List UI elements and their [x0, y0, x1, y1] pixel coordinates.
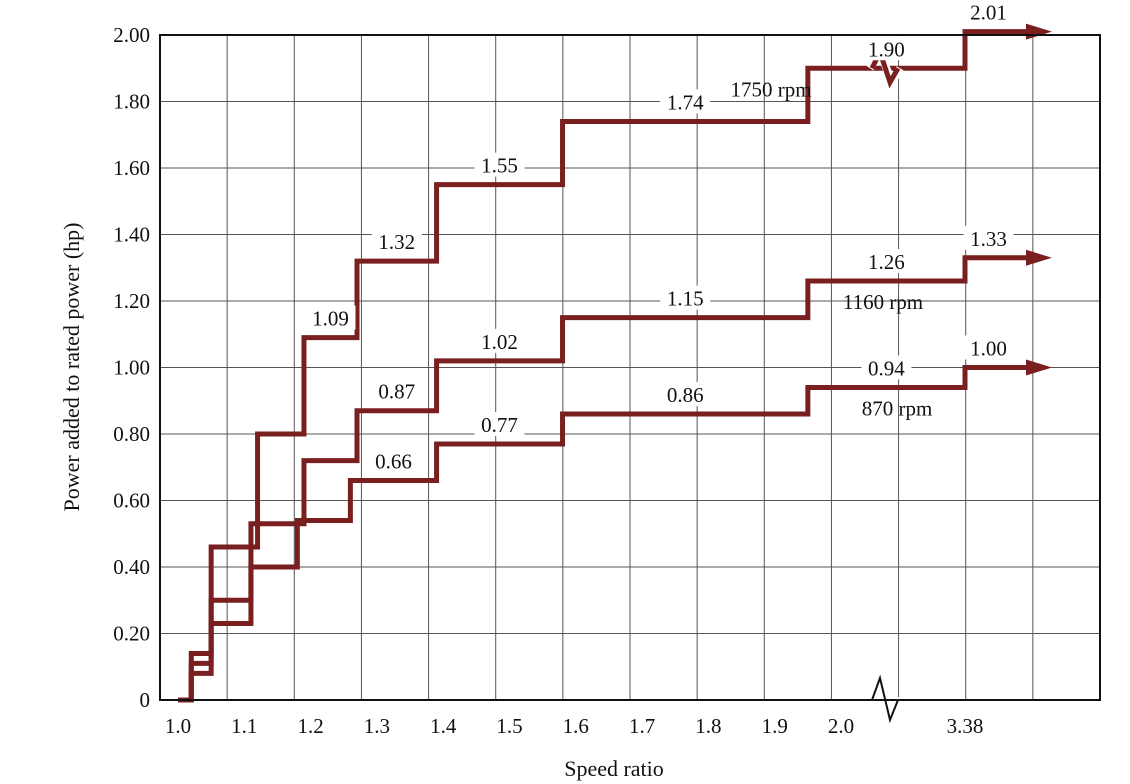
data-label: 1.74	[667, 90, 704, 114]
x-tick-label: 1.7	[629, 714, 655, 738]
series-name-label: 1160 rpm	[843, 290, 923, 314]
data-label: 1.09	[312, 307, 349, 331]
y-tick-label: 1.40	[113, 223, 150, 247]
y-tick-label: 1.60	[113, 156, 150, 180]
data-label: 1.26	[868, 250, 905, 274]
series-name-label: 1750 rpm	[730, 77, 811, 101]
y-tick-label: 0.40	[113, 555, 150, 579]
x-tick-label: 1.6	[563, 714, 589, 738]
series-name-label: 870 rpm	[862, 396, 933, 420]
x-tick-label: 1.2	[297, 714, 323, 738]
series-line-870-rpm	[178, 365, 1032, 703]
data-label-bg	[371, 229, 422, 254]
data-label-bg	[305, 305, 356, 330]
y-tick-label: 0.80	[113, 422, 150, 446]
data-label: 0.87	[378, 380, 415, 404]
data-label: 1.32	[378, 230, 415, 254]
data-label: 0.94	[868, 356, 905, 380]
x-tick-label: 1.5	[496, 714, 522, 738]
data-label-bg	[660, 382, 711, 407]
data-label: 0.66	[375, 450, 412, 474]
x-tick-label: 1.1	[231, 714, 257, 738]
data-label-bg	[861, 355, 912, 380]
arrowhead	[1026, 249, 1052, 266]
tick-labels: 0 0.20 0.40 0.60 0.80 1.00 1.20 1.40 1.60 1.80 2.0…	[113, 23, 983, 738]
y-tick-label: 2.00	[113, 23, 150, 47]
y-tick-label: 1.20	[113, 289, 150, 313]
data-label: 2.01	[970, 1, 1007, 25]
x-tick-label: 1.3	[364, 714, 390, 738]
data-label-bg	[368, 448, 419, 473]
data-label-bg	[660, 89, 711, 114]
x-tick-label: 1.0	[165, 714, 191, 738]
y-axis-title: Power added to rated power (hp)	[59, 223, 84, 512]
y-tick-label: 0.60	[113, 489, 150, 513]
y-tick-label: 0.20	[113, 622, 150, 646]
x-axis-title: Speed ratio	[564, 756, 664, 781]
data-label: 1.55	[481, 154, 518, 178]
data-label-bg	[861, 249, 912, 274]
y-tick-label: 1.00	[113, 356, 150, 380]
data-label-bg	[963, 225, 1014, 250]
data-label-bg	[861, 36, 912, 61]
data-labels: 1.09 1.32 1.55 1.74 1.90 2.01 1750 rpm 0.87 1.02…	[305, 0, 1014, 474]
series-layer	[178, 23, 1052, 703]
data-label: 1.33	[970, 227, 1007, 251]
data-label: 1.02	[481, 330, 518, 354]
data-label: 1.15	[667, 287, 704, 311]
data-label-bg	[474, 328, 525, 353]
data-label-bg	[660, 285, 711, 310]
x-tick-label: 1.9	[762, 714, 788, 738]
x-tick-label: 2.0	[828, 714, 854, 738]
data-label-bg	[474, 411, 525, 436]
data-label-bg	[474, 152, 525, 177]
data-label: 0.77	[481, 413, 518, 437]
y-tick-label: 1.80	[113, 90, 150, 114]
data-label-bg	[963, 335, 1014, 360]
data-label: 1.90	[868, 37, 905, 61]
x-tick-label: 3.38	[947, 714, 984, 738]
data-label-bg	[963, 0, 1014, 24]
data-label-bg	[371, 378, 422, 403]
arrowhead	[1026, 23, 1052, 40]
data-label: 1.00	[970, 337, 1007, 361]
arrowhead	[1026, 359, 1052, 376]
x-tick-label: 1.4	[430, 714, 457, 738]
plot-frame	[159, 34, 1101, 701]
grid	[160, 34, 1100, 701]
data-label: 0.86	[667, 383, 704, 407]
x-tick-label: 1.8	[695, 714, 721, 738]
y-tick-label: 0	[140, 688, 151, 712]
